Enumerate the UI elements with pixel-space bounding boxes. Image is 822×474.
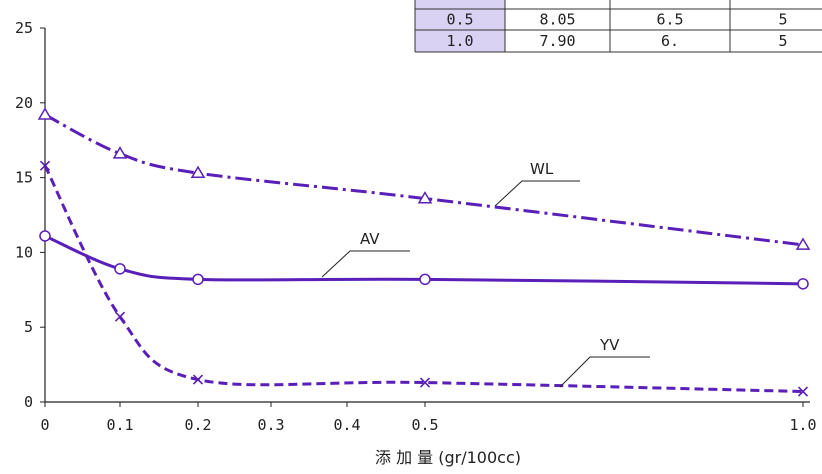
data-point-av — [39, 230, 51, 242]
table-cell: 0.5 — [446, 11, 473, 29]
series-line-wl — [44, 113, 804, 247]
data-point-yv — [797, 386, 809, 397]
table-cell: 6.5 — [656, 11, 683, 29]
data-point-yv — [192, 374, 204, 385]
data-point-yv — [419, 377, 431, 388]
data-point-wl — [190, 165, 206, 179]
y-tick-label: 10 — [15, 243, 33, 261]
x-tick-label: 0 — [40, 416, 49, 434]
data-point-av — [419, 273, 431, 286]
table-cell: 8.05 — [539, 11, 575, 29]
x-tick-label: 0.1 — [106, 416, 133, 434]
table-cell: 5 — [778, 32, 787, 50]
data-point-wl — [417, 191, 433, 204]
y-tick-label: 20 — [15, 94, 33, 112]
series-line-yv — [43, 164, 804, 394]
series-label-yv: YV — [599, 336, 620, 354]
data-point-av — [192, 273, 204, 286]
table-cell: 7.90 — [539, 32, 575, 50]
series-labels: WL AV YV — [321, 160, 650, 388]
table-cell: 1.0 — [446, 32, 473, 50]
data-point-av — [797, 278, 809, 290]
data-point-wl — [795, 237, 811, 250]
y-tick-label: 5 — [24, 318, 33, 336]
data-point-yv — [39, 160, 51, 171]
y-tick-label: 0 — [24, 393, 33, 411]
x-tick-label: 1.0 — [789, 416, 816, 434]
data-point-wl — [37, 107, 53, 120]
chart-series — [37, 107, 811, 397]
series-label-wl: WL — [530, 160, 554, 178]
series-label-av: AV — [360, 230, 380, 248]
series-label-leader-av — [321, 250, 410, 278]
x-axis-label: 添 加 量 (gr/100cc) — [375, 448, 521, 467]
table-cell: 5 — [778, 11, 787, 29]
table-cell: 6. — [661, 32, 679, 50]
y-tick-label: 25 — [15, 19, 33, 37]
data-point-wl — [112, 146, 128, 159]
y-tick-label: 15 — [15, 169, 33, 187]
chart-axes: 0 5 10 15 20 25 0 0.1 0.2 0.3 0.4 0.5 1.0 — [15, 19, 817, 434]
x-tick-label: 0.5 — [411, 416, 438, 434]
series-label-leader-yv — [559, 356, 650, 388]
series-label-leader-wl — [494, 180, 580, 207]
data-point-yv — [114, 311, 126, 322]
x-tick-label: 0.4 — [333, 416, 360, 434]
x-tick-label: 0.3 — [257, 416, 284, 434]
data-table: 0.5 8.05 6.5 51.0 7.90 6. 5 — [414, 0, 822, 53]
x-tick-label: 0.2 — [184, 416, 211, 434]
data-point-av — [114, 263, 126, 275]
